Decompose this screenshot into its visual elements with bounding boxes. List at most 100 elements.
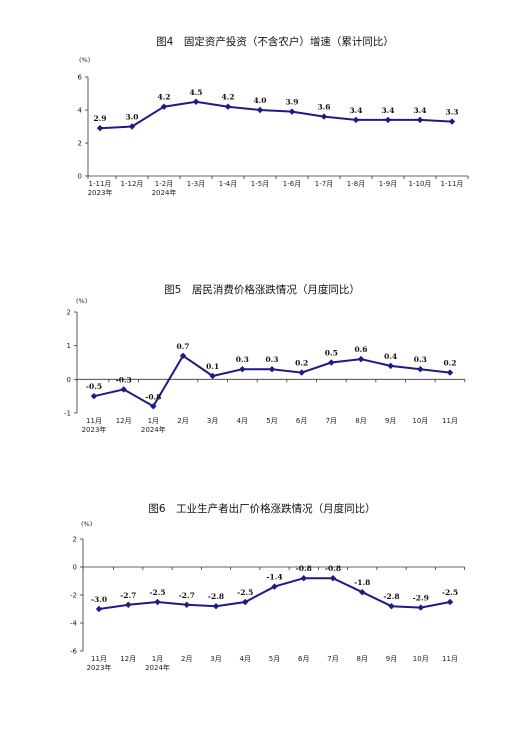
fixed-asset-investment-data-point xyxy=(192,98,200,105)
ppi-data-point xyxy=(388,603,395,610)
cpi-y-unit: (%) xyxy=(76,297,87,305)
cpi-data-point xyxy=(239,366,246,373)
fixed-asset-investment-data-label: 3.4 xyxy=(349,106,362,115)
fixed-asset-investment-data-label: 4.2 xyxy=(157,93,170,102)
cpi-x-tick-label: 2月 xyxy=(177,417,188,425)
cpi-data-point xyxy=(357,355,365,363)
ppi-data-label: -2.5 xyxy=(442,588,458,597)
ppi-data-point xyxy=(154,598,161,606)
fixed-asset-investment-x-tick-label: 1-11月 xyxy=(441,180,464,188)
ppi-y-tick-label: 2 xyxy=(73,536,77,544)
fixed-asset-investment-y-tick-label: 2 xyxy=(78,140,82,148)
fixed-asset-investment-data-label: 4.2 xyxy=(221,93,234,102)
ppi-data-point xyxy=(242,598,249,606)
fixed-asset-investment-chart-title: 图4 固定资产投资（不含农户）增速（累计同比） xyxy=(156,35,394,48)
cpi-x-tick-label: 11月 xyxy=(86,417,102,425)
ppi-x-tick-label: 6月 xyxy=(298,655,309,663)
fixed-asset-investment-x-tick-label: 1-8月 xyxy=(347,180,365,188)
ppi-chart: 图6 工业生产者出厂价格涨跌情况（月度同比）(%)-6-4-20211月2023… xyxy=(70,502,466,672)
ppi-y-tick-label: 0 xyxy=(73,564,77,572)
ppi-x-tick-label: 2月 xyxy=(181,655,192,663)
ppi-data-label: -2.8 xyxy=(383,592,399,601)
ppi-data-point xyxy=(329,575,337,582)
cpi-x-tick-label: 8月 xyxy=(355,417,366,425)
ppi-data-label: -0.8 xyxy=(296,564,312,573)
fixed-asset-investment-x-tick-label: 1-9月 xyxy=(379,180,397,188)
fixed-asset-investment-x-tick-label: 1-7月 xyxy=(315,180,333,188)
cpi-data-label: 0.3 xyxy=(265,355,278,364)
fixed-asset-investment-year-label: 2024年 xyxy=(152,188,177,197)
cpi-x-tick-label: 9月 xyxy=(385,417,396,425)
ppi-x-tick-label: 4月 xyxy=(240,655,251,663)
fixed-asset-investment-series-line xyxy=(99,100,453,130)
fixed-asset-investment-y-tick-label: 4 xyxy=(78,107,83,115)
ppi-data-point xyxy=(183,601,190,608)
fixed-asset-investment-data-point xyxy=(384,116,392,124)
fixed-asset-investment-y-tick-label: 0 xyxy=(78,173,82,181)
ppi-data-point xyxy=(446,598,454,606)
cpi-chart-title: 图5 居民消费价格涨跌情况（月度同比） xyxy=(164,283,360,296)
fixed-asset-investment-data-label: 4.5 xyxy=(189,88,202,97)
fixed-asset-investment-data-point xyxy=(224,103,232,110)
ppi-data-label: -1.4 xyxy=(266,573,282,582)
cpi-data-label: 0.7 xyxy=(176,342,189,351)
cpi-data-label: 0.3 xyxy=(236,355,249,364)
cpi-data-point xyxy=(209,372,216,380)
cpi-data-label: 0.6 xyxy=(354,345,367,354)
cpi-x-tick-label: 4月 xyxy=(237,417,248,425)
ppi-data-point xyxy=(417,604,424,611)
ppi-data-point xyxy=(212,603,220,610)
ppi-data-label: -2.8 xyxy=(208,592,224,601)
ppi-data-point xyxy=(95,605,103,613)
cpi-x-tick-label: 3月 xyxy=(207,417,218,425)
fixed-asset-investment-data-point xyxy=(128,123,136,130)
cpi-x-tick-label: 6月 xyxy=(296,417,307,425)
cpi-y-tick-label: 1 xyxy=(67,342,71,350)
cpi-data-label: 0.4 xyxy=(384,352,397,361)
ppi-data-label: -2.9 xyxy=(413,594,429,603)
cpi-data-label: 0.5 xyxy=(325,349,338,358)
ppi-x-tick-label: 7月 xyxy=(327,655,338,663)
ppi-data-point xyxy=(300,575,307,582)
fixed-asset-investment-x-tick-label: 1-4月 xyxy=(219,180,237,188)
ppi-y-tick-label: -2 xyxy=(70,592,77,600)
cpi-data-label: 0.2 xyxy=(443,359,456,368)
fixed-asset-investment-data-point xyxy=(160,103,168,110)
fixed-asset-investment-data-label: 3.0 xyxy=(125,113,138,122)
cpi-data-point xyxy=(268,366,276,373)
fixed-asset-investment-data-label: 3.6 xyxy=(317,103,330,112)
ppi-data-label: -2.7 xyxy=(179,591,195,600)
ppi-data-label: -0.8 xyxy=(325,564,341,573)
ppi-x-tick-label: 3月 xyxy=(210,655,221,663)
ppi-x-tick-label: 12月 xyxy=(120,655,136,663)
fixed-asset-investment-data-label: 3.4 xyxy=(413,106,426,115)
fixed-asset-investment-y-tick-label: 6 xyxy=(78,74,83,82)
cpi-year-label: 2023年 xyxy=(82,425,107,434)
cpi-data-point xyxy=(120,386,127,393)
fixed-asset-investment-data-point xyxy=(448,118,456,125)
fixed-asset-investment-x-tick-label: 1-11月 xyxy=(89,180,112,188)
fixed-asset-investment-x-tick-label: 1-10月 xyxy=(409,180,432,188)
fixed-asset-investment-year-label: 2023年 xyxy=(88,188,113,197)
cpi-data-label: 0.3 xyxy=(414,355,427,364)
ppi-x-tick-label: 1月 xyxy=(152,655,163,663)
ppi-data-point xyxy=(359,589,366,596)
cpi-data-point xyxy=(150,403,157,410)
fixed-asset-investment-x-tick-label: 1-12月 xyxy=(121,180,144,188)
ppi-x-tick-label: 5月 xyxy=(269,655,280,663)
cpi-x-tick-label: 11月 xyxy=(442,417,458,425)
cpi-data-point xyxy=(179,352,187,359)
ppi-x-tick-label: 11月 xyxy=(91,655,107,663)
fixed-asset-investment-data-point xyxy=(256,106,264,114)
fixed-asset-investment-x-tick-label: 1-3月 xyxy=(187,180,205,188)
fixed-asset-investment-data-point xyxy=(288,108,296,115)
cpi-data-point xyxy=(387,362,394,370)
cpi-x-tick-label: 1月 xyxy=(148,417,159,425)
cpi-data-point xyxy=(298,369,305,376)
cpi-data-point xyxy=(328,359,335,366)
ppi-data-label: -2.5 xyxy=(237,588,253,597)
cpi-y-tick-label: 2 xyxy=(67,309,71,317)
ppi-y-unit: (%) xyxy=(81,520,92,528)
cpi-data-label: -0.8 xyxy=(145,392,161,401)
